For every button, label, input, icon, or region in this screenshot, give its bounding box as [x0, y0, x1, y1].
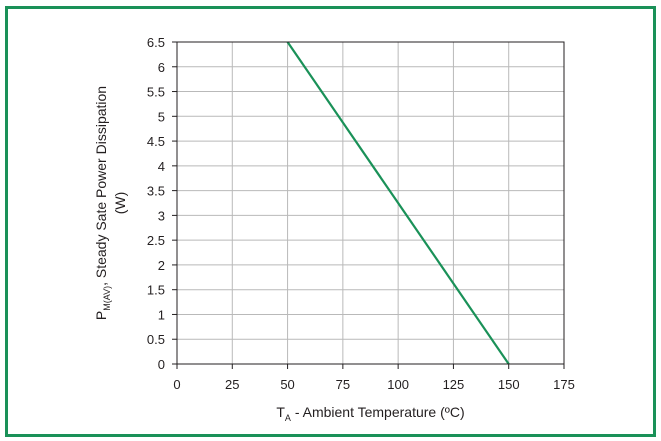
y-axis-label-subscript: M(AV) [102, 286, 112, 311]
x-tick-label: 25 [225, 377, 239, 392]
x-axis-label-subscript: A [285, 413, 291, 423]
chart-frame [5, 6, 656, 437]
y-axis-label: PM(AV), Steady Sate Power Dissipation (W… [93, 86, 128, 320]
y-tick-label: 1.5 [147, 283, 165, 298]
y-tick-label: 5.5 [147, 85, 165, 100]
y-axis-label-text: , Steady Sate Power Dissipation [93, 86, 109, 286]
series-layer [286, 41, 510, 365]
y-axis-label-symbol: P [93, 311, 109, 320]
y-tick-label: 4.5 [147, 134, 165, 149]
x-tick-label: 175 [553, 377, 575, 392]
y-axis-label-line1: PM(AV), Steady Sate Power Dissipation [93, 86, 112, 320]
x-tick-label: 125 [443, 377, 465, 392]
x-tick-label: 150 [498, 377, 520, 392]
y-tick-label: 5 [158, 109, 165, 124]
x-axis-ticks: 0 25 50 75 100 125 150 175 [173, 364, 575, 392]
y-tick-label: 3 [158, 208, 165, 223]
x-tick-label: 75 [336, 377, 350, 392]
x-tick-label: 100 [387, 377, 409, 392]
x-axis-label-symbol: T [276, 404, 285, 420]
y-tick-label: 0.5 [147, 332, 165, 347]
y-tick-label: 1 [158, 307, 165, 322]
grid [177, 42, 564, 364]
y-axis-label-line2: (W) [112, 192, 128, 215]
x-axis-label-text: - Ambient Temperature (ºC) [291, 404, 465, 420]
x-tick-label: 0 [173, 377, 180, 392]
x-tick-label: 50 [280, 377, 294, 392]
y-tick-label: 4 [158, 159, 165, 174]
y-tick-label: 2.5 [147, 233, 165, 248]
y-tick-label: 0 [158, 357, 165, 372]
y-tick-label: 2 [158, 258, 165, 273]
y-tick-label: 6.5 [147, 35, 165, 50]
x-axis-label: TA - Ambient Temperature (ºC) [276, 404, 464, 423]
y-axis-ticks: 0 0.5 1 1.5 2 2.5 3 3.5 4 4.5 5 5.5 6 6.5 [147, 35, 177, 372]
series-line [286, 41, 510, 365]
y-tick-label: 3.5 [147, 184, 165, 199]
y-tick-label: 6 [158, 60, 165, 75]
plot-area [176, 41, 565, 365]
